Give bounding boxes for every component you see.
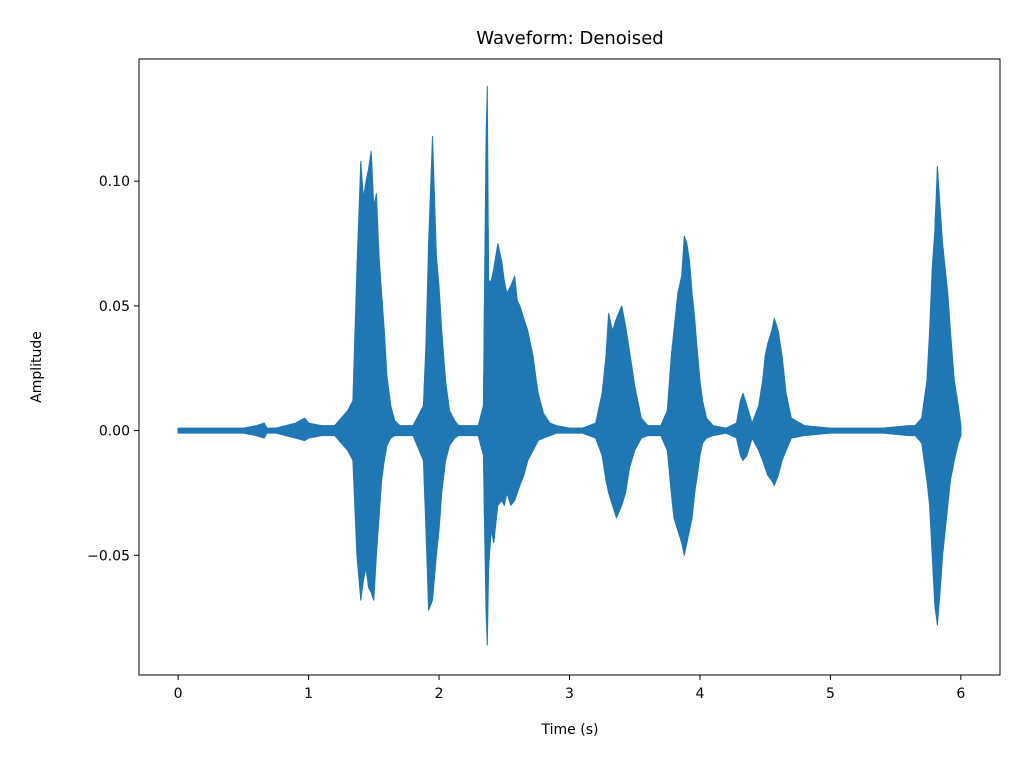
y-axis-label: Amplitude bbox=[29, 331, 45, 403]
y-tick-label: 0.00 bbox=[99, 424, 130, 440]
chart-title: Waveform: Denoised bbox=[476, 28, 663, 49]
waveform-layer bbox=[177, 85, 962, 646]
x-axis-label: Time (s) bbox=[541, 722, 599, 738]
x-tick-label: 0 bbox=[174, 686, 183, 702]
waveform-line-0 bbox=[177, 122, 962, 624]
x-tick-label: 1 bbox=[304, 686, 313, 702]
x-tick-label: 6 bbox=[956, 686, 965, 702]
x-tick-label: 5 bbox=[826, 686, 835, 702]
x-tick-label: 4 bbox=[695, 686, 704, 702]
x-axis-ticks: 0 1 2 3 4 5 6 bbox=[174, 675, 965, 702]
y-tick-label: 0.05 bbox=[99, 299, 130, 315]
y-tick-label: 0.10 bbox=[99, 174, 130, 190]
y-tick-label: −0.05 bbox=[87, 548, 130, 564]
y-axis-ticks: −0.05 0.00 0.05 0.10 bbox=[87, 174, 139, 564]
x-tick-label: 3 bbox=[565, 686, 574, 702]
x-tick-label: 2 bbox=[435, 686, 444, 702]
